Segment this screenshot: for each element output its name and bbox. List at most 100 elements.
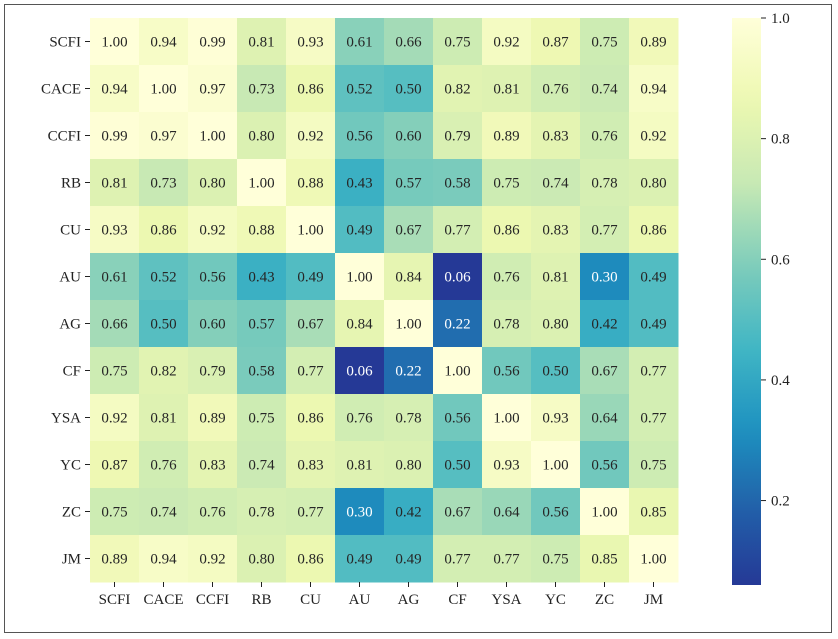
heatmap-cell-RB-ZC	[580, 159, 630, 207]
heatmap-cell-CF-YC	[531, 347, 581, 395]
heatmap-cell-SCFI-AU	[335, 18, 385, 66]
cell-value-label: 0.50	[444, 458, 470, 474]
heatmap-cell-SCFI-CACE	[139, 18, 189, 66]
heatmap-cell-JM-SCFI	[90, 535, 140, 583]
colorbar-tick-label: 0.8	[771, 132, 790, 148]
row-tick-label: CF	[63, 364, 81, 380]
heatmap-cell-CCFI-CU	[286, 112, 336, 160]
heatmap-cell-RB-JM	[629, 159, 679, 207]
heatmap-cell-SCFI-JM	[629, 18, 679, 66]
heatmap-cell-YC-ZC	[580, 441, 630, 489]
heatmap-cell-CF-CCFI	[188, 347, 238, 395]
heatmap-cell-CF-AG	[384, 347, 434, 395]
cell-value-label: 0.30	[591, 270, 617, 286]
cell-value-label: 0.76	[493, 270, 520, 286]
colorbar: 0.2 0.4 0.6 0.8 1.0	[732, 11, 790, 585]
heatmap-cell-CACE-AU	[335, 65, 385, 113]
column-tick-label: CU	[300, 592, 321, 608]
cell-value-label: 0.78	[395, 411, 421, 427]
row-tick-label: YSA	[51, 411, 81, 427]
heatmap-cell-AG-RB	[237, 300, 287, 348]
cell-value-label: 0.52	[346, 82, 372, 98]
cell-value-label: 0.75	[493, 176, 519, 192]
cell-value-label: 0.77	[640, 364, 667, 380]
cell-value-label: 0.83	[297, 458, 323, 474]
heatmap-cell-ZC-AG	[384, 488, 434, 536]
heatmap-cell-CF-CF	[433, 347, 483, 395]
row-tick-label: RB	[61, 176, 81, 192]
row-tick-labels: SCFI CACE CCFI RB CU AU AG CF YSA YC ZC JM	[41, 35, 90, 568]
cell-value-label: 0.73	[150, 176, 176, 192]
heatmap-cell-RB-YSA	[482, 159, 532, 207]
cell-value-label: 1.00	[346, 270, 372, 286]
colorbar-tick-label: 0.6	[771, 252, 790, 268]
heatmap-cell-JM-AU	[335, 535, 385, 583]
cell-value-label: 0.77	[297, 364, 324, 380]
cell-value-label: 0.87	[542, 35, 569, 51]
cell-value-label: 0.50	[150, 317, 176, 333]
cell-value-label: 0.86	[150, 223, 177, 239]
cell-value-label: 0.83	[199, 458, 225, 474]
heatmap-cell-JM-CCFI	[188, 535, 238, 583]
row-tick-label: YC	[60, 458, 81, 474]
heatmap-cell-CACE-CU	[286, 65, 336, 113]
cell-value-label: 0.78	[248, 505, 274, 521]
cell-value-label: 0.77	[444, 223, 471, 239]
heatmap-cell-CF-SCFI	[90, 347, 140, 395]
heatmap-cell-AG-AU	[335, 300, 385, 348]
cell-value-label: 0.49	[395, 552, 421, 568]
heatmap-cell-CF-CU	[286, 347, 336, 395]
heatmap-cell-ZC-CACE	[139, 488, 189, 536]
heatmap-cell-JM-YC	[531, 535, 581, 583]
heatmap-cell-CU-AG	[384, 206, 434, 254]
heatmap-cell-AG-JM	[629, 300, 679, 348]
cell-value-label: 0.58	[444, 176, 470, 192]
cell-value-label: 1.00	[542, 458, 568, 474]
cell-value-label: 0.94	[640, 82, 667, 98]
cell-value-label: 0.94	[101, 82, 128, 98]
heatmap-cell-JM-JM	[629, 535, 679, 583]
cell-value-label: 0.67	[395, 223, 422, 239]
heatmap-cell-CCFI-AU	[335, 112, 385, 160]
heatmap-cell-AU-SCFI	[90, 253, 140, 301]
cell-value-label: 0.49	[346, 223, 372, 239]
heatmap-cell-ZC-CU	[286, 488, 336, 536]
heatmap-cell-CU-SCFI	[90, 206, 140, 254]
heatmap-cell-YC-CF	[433, 441, 483, 489]
column-tick-label: CACE	[143, 592, 183, 608]
heatmap-cell-AU-RB	[237, 253, 287, 301]
cell-value-label: 0.57	[395, 176, 422, 192]
cell-value-label: 0.73	[248, 82, 274, 98]
cell-value-label: 0.81	[248, 35, 274, 51]
row-tick-label: AG	[59, 317, 81, 333]
cell-value-label: 0.75	[101, 364, 127, 380]
cell-value-label: 0.77	[297, 505, 324, 521]
cell-value-label: 0.52	[150, 270, 176, 286]
heatmap-cell-CACE-RB	[237, 65, 287, 113]
cell-value-label: 0.42	[395, 505, 421, 521]
cell-value-label: 0.64	[591, 411, 618, 427]
heatmap-cell-ZC-ZC	[580, 488, 630, 536]
heatmap-cell-JM-CU	[286, 535, 336, 583]
cell-value-label: 0.22	[395, 364, 421, 380]
row-tick-label: CCFI	[48, 129, 81, 145]
cell-value-label: 0.50	[542, 364, 568, 380]
cell-value-label: 0.49	[640, 317, 666, 333]
cell-value-label: 0.76	[591, 129, 618, 145]
heatmap-cell-YSA-RB	[237, 394, 287, 442]
heatmap-cell-YSA-CCFI	[188, 394, 238, 442]
cell-value-label: 0.56	[199, 270, 226, 286]
cell-value-label: 0.78	[493, 317, 519, 333]
cell-value-label: 0.88	[297, 176, 323, 192]
cell-value-label: 0.86	[297, 552, 324, 568]
cell-value-label: 0.81	[346, 458, 372, 474]
heatmap-cell-CCFI-AG	[384, 112, 434, 160]
cell-value-label: 0.92	[199, 223, 225, 239]
cell-value-label: 0.67	[591, 364, 618, 380]
cell-value-label: 0.93	[101, 223, 127, 239]
heatmap-cell-CACE-CF	[433, 65, 483, 113]
heatmap-cell-JM-ZC	[580, 535, 630, 583]
heatmap-cell-CACE-CCFI	[188, 65, 238, 113]
heatmap-cell-JM-RB	[237, 535, 287, 583]
heatmap-cell-CACE-JM	[629, 65, 679, 113]
